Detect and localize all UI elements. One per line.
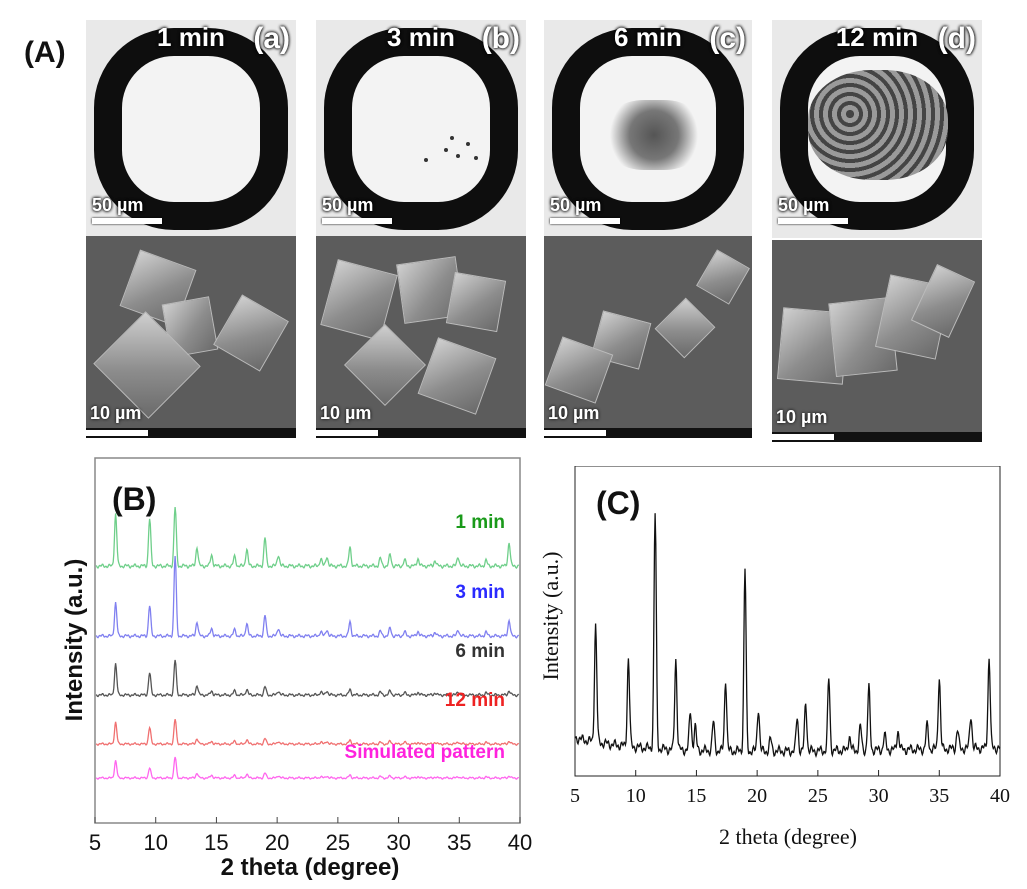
- chart-c-x-tick-label: 40: [990, 785, 1010, 807]
- crystal-cluster: [604, 100, 704, 170]
- micrograph-6min: 6 min (c) 50 µm: [544, 20, 752, 238]
- sem-scale-label: 10 µm: [548, 403, 600, 423]
- chart-c-x-tick-label: 35: [929, 785, 949, 807]
- chart-b-series-line: [95, 756, 520, 780]
- micro-scale-label: 50 µm: [550, 195, 602, 215]
- micrograph-12min: 12 min (d) 50 µm: [772, 20, 982, 238]
- chart-b-legend-label: Simulated pattern: [345, 742, 505, 763]
- sem-image-3min: 10 µm: [316, 236, 526, 438]
- sem-scale-bar: [316, 430, 378, 436]
- chart-b-x-tick-label: 15: [204, 830, 228, 855]
- chart-b-x-tick-label: 40: [508, 830, 532, 855]
- sem-scale-bar: [86, 430, 148, 436]
- chart-c-x-tick-label: 5: [570, 785, 580, 807]
- chart-c-y-label: Intensity (a.u.): [540, 552, 563, 681]
- chart-b-panel-label: (B): [112, 481, 156, 517]
- micrograph-time: 3 min: [387, 22, 455, 52]
- chart-c-xrd: (C) 2 theta (degree) Intensity (a.u.) 5 1…: [540, 466, 1010, 849]
- sem-scale-bar: [544, 430, 606, 436]
- chart-b-legend-label: 3 min: [455, 582, 505, 603]
- sem-scale-bar: [772, 434, 834, 440]
- chart-b-series-line: [95, 659, 520, 698]
- panel-a-label: (A): [24, 36, 66, 69]
- chart-b-series-line: [95, 719, 520, 747]
- chart-b-x-tick-label: 30: [386, 830, 410, 855]
- chart-b-x-tick-label: 20: [265, 830, 289, 855]
- chart-b-x-label: 2 theta (degree): [221, 854, 400, 881]
- chart-c-x-tick-label: 25: [808, 785, 828, 807]
- chart-b-xrd: (B) 2 theta (degree) Intensity (a.u.) 1 …: [61, 457, 532, 881]
- chart-c-plot-area: [574, 466, 1001, 777]
- chart-b-plot-area: [94, 457, 521, 824]
- chart-b-legend-label: 12 min: [445, 690, 505, 711]
- micro-scale-bar: [550, 218, 620, 224]
- chart-c-x-label: 2 theta (degree): [719, 824, 857, 849]
- micrograph-time: 1 min: [157, 22, 225, 52]
- micrograph-letter: (c): [709, 22, 746, 55]
- chart-c-panel-label: (C): [596, 485, 640, 521]
- chart-b-y-label: Intensity (a.u.): [61, 559, 88, 722]
- sem-image-1min: 10 µm: [86, 236, 296, 438]
- chart-b-series-line: [95, 507, 520, 570]
- chart-c-series-line: [574, 513, 1001, 759]
- chart-c-x-tick-label: 10: [626, 785, 646, 807]
- chart-c-x-tick-label: 20: [747, 785, 767, 807]
- micro-scale-bar: [92, 218, 162, 224]
- micrograph-1min: 1 min (a) 50 µm: [86, 20, 296, 238]
- micrograph-time: 12 min: [835, 22, 919, 52]
- chart-b-x-tick-label: 25: [326, 830, 350, 855]
- micrograph-letter: (d): [937, 22, 976, 55]
- sem-image-12min: 10 µm: [772, 240, 982, 442]
- chart-c-x-tick-label: 30: [869, 785, 889, 807]
- micro-scale-label: 50 µm: [322, 195, 374, 215]
- sem-scale-label: 10 µm: [776, 407, 828, 427]
- crystal-dots: [424, 136, 478, 162]
- chart-b-legend-label: 6 min: [455, 641, 505, 662]
- micrograph-time: 6 min: [614, 22, 682, 52]
- chart-b-series-line: [95, 555, 520, 639]
- micrograph-letter: (a): [253, 22, 290, 55]
- micrograph-letter: (b): [481, 22, 520, 55]
- crystal-cluster: [808, 70, 948, 180]
- micro-scale-label: 50 µm: [92, 195, 144, 215]
- chart-c-x-tick-label: 15: [686, 785, 706, 807]
- micro-scale-label: 50 µm: [778, 195, 830, 215]
- chart-b-legend-label: 1 min: [455, 512, 505, 533]
- sem-scale-label: 10 µm: [320, 403, 372, 423]
- micro-scale-bar: [322, 218, 392, 224]
- micrograph-3min: 3 min (b) 50 µm: [316, 20, 526, 238]
- micro-scale-bar: [778, 218, 848, 224]
- sem-image-6min: 10 µm: [544, 236, 752, 438]
- chart-b-x-tick-label: 35: [447, 830, 471, 855]
- chart-b-x-tick-label: 10: [143, 830, 167, 855]
- chart-b-x-tick-label: 5: [89, 830, 101, 855]
- sem-scale-label: 10 µm: [90, 403, 142, 423]
